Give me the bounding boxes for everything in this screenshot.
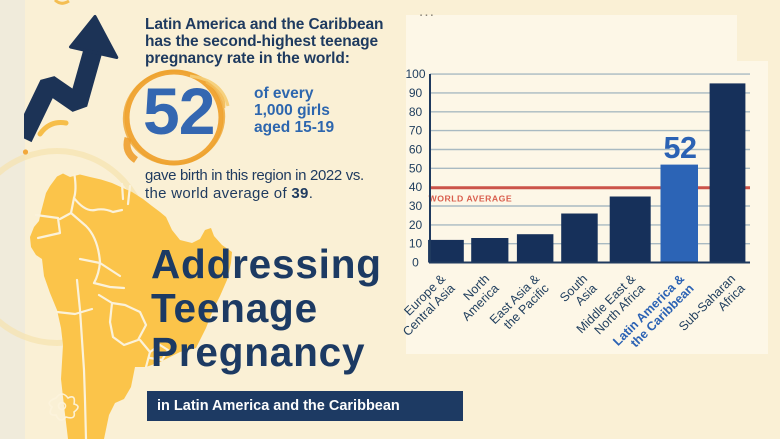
svg-text:50: 50: [409, 161, 423, 175]
svg-text:40: 40: [409, 180, 423, 194]
svg-text:WORLD AVERAGE: WORLD AVERAGE: [429, 193, 513, 203]
svg-text:20: 20: [409, 218, 423, 232]
svg-text:90: 90: [409, 86, 423, 100]
svg-text:0: 0: [412, 256, 419, 270]
svg-text:70: 70: [409, 124, 423, 138]
svg-text:10: 10: [409, 237, 423, 251]
svg-text:80: 80: [409, 105, 423, 119]
svg-text:52: 52: [664, 131, 697, 165]
svg-text:100: 100: [405, 67, 425, 81]
svg-text:30: 30: [409, 199, 423, 213]
svg-text:60: 60: [409, 143, 423, 157]
